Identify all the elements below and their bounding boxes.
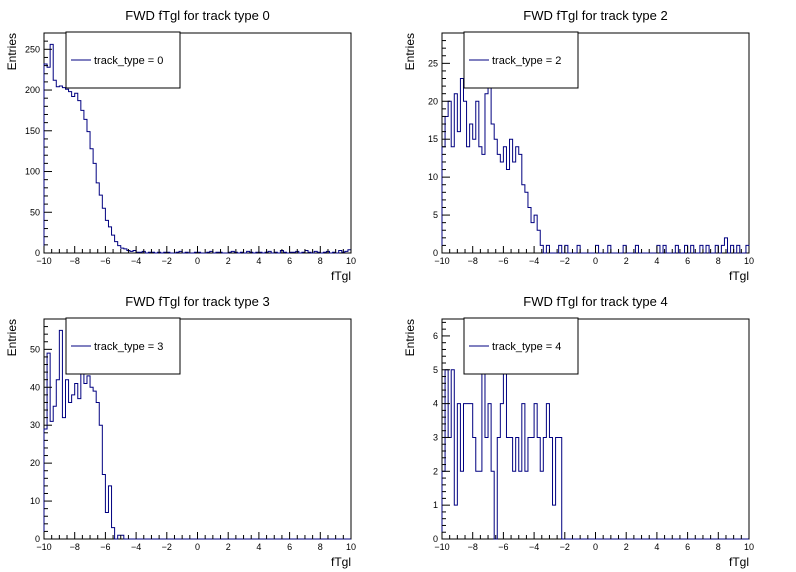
histogram-panel-0: FWD fTgl for track type 0 −10 −8 −6 −4 −2 0 2 4 6… xyxy=(5,8,356,283)
x-tick-label: 2 xyxy=(226,256,231,266)
legend-label: track_type = 2 xyxy=(492,55,561,67)
histogram-series-line xyxy=(441,62,750,254)
y-tick-label: 2 xyxy=(433,466,438,476)
histogram-panel-2: FWD fTgl for track type 3 −10 −8 −6 −4 −2 0 2 4 6… xyxy=(5,294,356,569)
x-axis-label: fTgl xyxy=(331,269,351,283)
histogram-series-line xyxy=(441,369,749,540)
legend-label: track_type = 4 xyxy=(492,341,561,353)
legend-label: track_type = 3 xyxy=(94,341,163,353)
x-tick-label: 10 xyxy=(744,256,754,266)
x-axis-label: fTgl xyxy=(331,555,351,569)
x-tick-label: 0 xyxy=(593,542,598,552)
x-tick-label: −8 xyxy=(468,256,478,266)
x-tick-label: 0 xyxy=(195,542,200,552)
y-tick-label: 150 xyxy=(25,126,40,136)
x-tick-label: 2 xyxy=(226,542,231,552)
x-tick-label: −2 xyxy=(560,542,570,552)
histogram-series-line xyxy=(43,329,351,540)
x-tick-label: −4 xyxy=(529,256,539,266)
y-axis-label: Entries xyxy=(5,33,19,70)
y-tick-label: 1 xyxy=(433,500,438,510)
x-tick-label: −10 xyxy=(434,542,449,552)
x-tick-label: 10 xyxy=(346,542,356,552)
y-tick-label: 0 xyxy=(433,248,438,258)
x-tick-label: −8 xyxy=(70,542,80,552)
x-tick-label: −6 xyxy=(100,256,110,266)
chart-title: FWD fTgl for track type 4 xyxy=(523,294,667,309)
histogram-panel-3: FWD fTgl for track type 4 −10 −8 −6 −4 −2 0 2 4 6… xyxy=(403,294,754,569)
x-tick-label: 8 xyxy=(716,542,721,552)
y-tick-label: 40 xyxy=(30,382,40,392)
x-tick-label: 4 xyxy=(654,256,659,266)
y-tick-label: 3 xyxy=(433,432,438,442)
y-tick-label: 6 xyxy=(433,331,438,341)
y-tick-label: 20 xyxy=(428,96,438,106)
x-tick-label: −6 xyxy=(100,542,110,552)
x-tick-label: −4 xyxy=(131,542,141,552)
histogram-panel-1: FWD fTgl for track type 2 −10 −8 −6 −4 −2 0 2 4 6… xyxy=(403,8,754,283)
x-tick-label: −4 xyxy=(529,542,539,552)
x-tick-label: −6 xyxy=(498,542,508,552)
x-tick-label: 2 xyxy=(624,542,629,552)
y-tick-label: 100 xyxy=(25,167,40,177)
chart-title: FWD fTgl for track type 0 xyxy=(125,8,269,23)
x-tick-label: −10 xyxy=(36,542,51,552)
y-tick-label: 0 xyxy=(35,534,40,544)
y-tick-label: 5 xyxy=(433,365,438,375)
y-tick-label: 25 xyxy=(428,58,438,68)
x-tick-label: 6 xyxy=(685,256,690,266)
y-tick-label: 30 xyxy=(30,420,40,430)
y-tick-label: 0 xyxy=(433,534,438,544)
x-tick-label: 6 xyxy=(287,256,292,266)
x-tick-label: −10 xyxy=(36,256,51,266)
x-tick-label: 6 xyxy=(685,542,690,552)
y-tick-label: 250 xyxy=(25,44,40,54)
y-tick-label: 15 xyxy=(428,134,438,144)
x-tick-label: −2 xyxy=(162,256,172,266)
x-tick-label: 4 xyxy=(654,542,659,552)
x-tick-label: 4 xyxy=(256,542,261,552)
y-tick-label: 5 xyxy=(433,210,438,220)
x-tick-label: 0 xyxy=(195,256,200,266)
x-tick-label: 8 xyxy=(716,256,721,266)
x-tick-label: 8 xyxy=(318,256,323,266)
x-tick-label: 6 xyxy=(287,542,292,552)
x-tick-label: −2 xyxy=(162,542,172,552)
legend-box xyxy=(463,31,579,89)
y-axis-label: Entries xyxy=(403,33,417,70)
x-tick-label: 4 xyxy=(256,256,261,266)
x-axis-label: fTgl xyxy=(729,269,749,283)
y-tick-label: 50 xyxy=(30,207,40,217)
y-tick-label: 10 xyxy=(428,172,438,182)
y-tick-label: 200 xyxy=(25,85,40,95)
y-tick-label: 0 xyxy=(35,248,40,258)
x-tick-label: 0 xyxy=(593,256,598,266)
x-tick-label: 10 xyxy=(744,542,754,552)
x-tick-label: −6 xyxy=(498,256,508,266)
plot-frame xyxy=(441,32,750,254)
y-axis-label: Entries xyxy=(403,319,417,356)
y-tick-label: 20 xyxy=(30,458,40,468)
x-axis-label: fTgl xyxy=(729,555,749,569)
y-tick-label: 10 xyxy=(30,496,40,506)
chart-title: FWD fTgl for track type 2 xyxy=(523,8,667,23)
x-tick-label: 2 xyxy=(624,256,629,266)
x-tick-label: −2 xyxy=(560,256,570,266)
y-tick-label: 50 xyxy=(30,344,40,354)
x-tick-label: 10 xyxy=(346,256,356,266)
x-tick-label: −8 xyxy=(468,542,478,552)
x-tick-label: −8 xyxy=(70,256,80,266)
x-tick-label: −10 xyxy=(434,256,449,266)
x-tick-label: 8 xyxy=(318,542,323,552)
y-tick-label: 4 xyxy=(433,399,438,409)
chart-title: FWD fTgl for track type 3 xyxy=(125,294,269,309)
x-tick-label: −4 xyxy=(131,256,141,266)
legend-label: track_type = 0 xyxy=(94,55,163,67)
y-axis-label: Entries xyxy=(5,319,19,356)
